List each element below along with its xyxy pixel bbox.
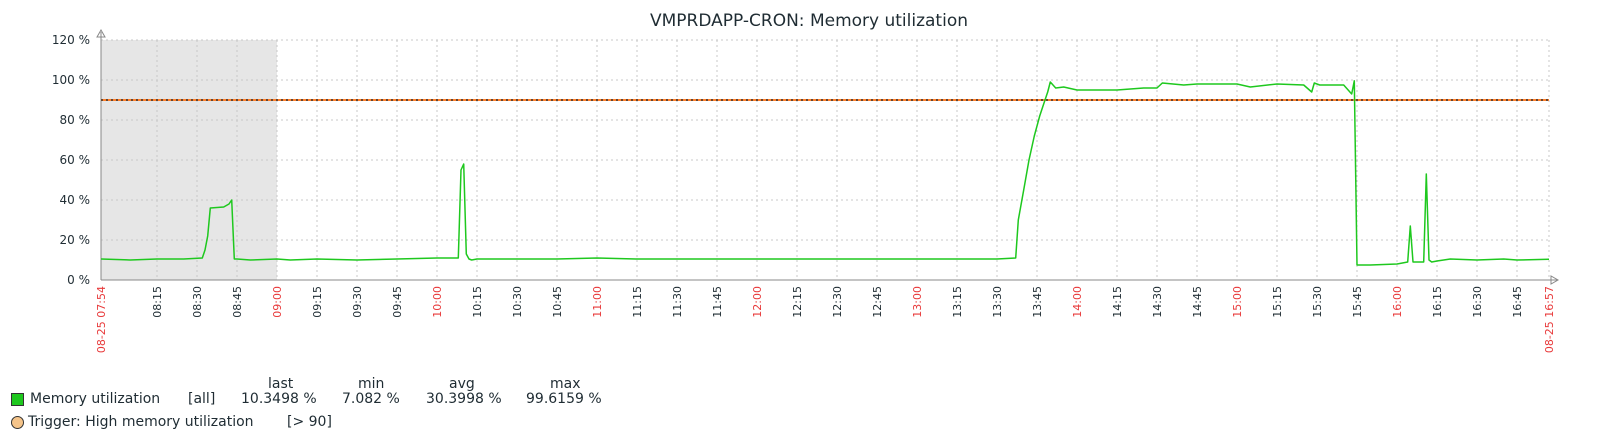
x-tick-label: 13:00: [911, 286, 924, 318]
x-tick-label: 14:45: [1191, 286, 1204, 318]
x-tick-label: 12:00: [751, 286, 764, 318]
x-tick-label: 16:00: [1391, 286, 1404, 318]
x-axis-ticks: 08:15 08:30 08:45 09:00 09:15 09:30 09:45 10:00…: [95, 286, 1556, 353]
legend-series-min: 7.082 %: [342, 391, 400, 407]
x-tick-label: 10:15: [471, 286, 484, 318]
x-tick-label: 13:30: [991, 286, 1004, 318]
x-tick-label: 15:15: [1271, 286, 1284, 318]
series-lines: [100, 80, 1550, 266]
x-tick-label: 15:00: [1231, 286, 1244, 318]
x-tick-label: 16:45: [1511, 286, 1524, 318]
y-tick-label: 40 %: [60, 193, 91, 207]
x-tick-label: 10:30: [511, 286, 524, 318]
x-tick-label: 09:30: [351, 286, 364, 318]
x-tick-label: 16:30: [1471, 286, 1484, 318]
x-tick-label: 15:45: [1351, 286, 1364, 318]
x-start-label: 08-25 07:54: [95, 286, 108, 353]
x-tick-label: 14:15: [1111, 286, 1124, 318]
x-tick-label: 09:15: [311, 286, 324, 318]
x-axis-arrow: [1550, 275, 1560, 285]
legend-header-max: max: [550, 376, 581, 392]
x-tick-label: 14:00: [1071, 286, 1084, 318]
x-tick-label: 08:45: [231, 286, 244, 318]
y-tick-label: 100 %: [52, 73, 90, 87]
x-tick-label: 09:45: [391, 286, 404, 318]
series-line-memory-utilization: [100, 80, 1550, 266]
y-tick-label: 60 %: [60, 153, 91, 167]
memory-utilization-chart: VMPRDAPP-CRON: Memory utilization 0 % 20 …: [52, 11, 1560, 353]
legend-series-last: 10.3498 %: [241, 391, 317, 407]
x-tick-label: 11:15: [631, 286, 644, 318]
legend-series-func: [all]: [188, 391, 216, 407]
grid-lines: [101, 39, 1550, 280]
x-tick-label: 10:45: [551, 286, 564, 318]
x-tick-label: 12:30: [831, 286, 844, 318]
legend-header-last: last: [268, 376, 294, 392]
legend-trigger-name: Trigger: High memory utilization: [28, 414, 254, 430]
chart-legend: last min avg max Memory utilization [all…: [0, 376, 640, 438]
chart-title: VMPRDAPP-CRON: Memory utilization: [650, 11, 968, 31]
x-tick-label: 12:45: [871, 286, 884, 318]
axes: [96, 28, 1560, 285]
x-end-label: 08-25 16:57: [1543, 286, 1556, 353]
y-tick-label: 80 %: [60, 113, 91, 127]
x-tick-label: 16:15: [1431, 286, 1444, 318]
x-tick-label: 15:30: [1311, 286, 1324, 318]
legend-swatch-memory: [11, 393, 24, 406]
x-tick-label: 13:45: [1031, 286, 1044, 318]
y-tick-label: 0 %: [67, 273, 90, 287]
legend-series-name: Memory utilization: [30, 391, 161, 407]
legend-swatch-trigger: [11, 416, 24, 429]
x-tick-label: 11:30: [671, 286, 684, 318]
y-tick-label: 20 %: [60, 233, 91, 247]
x-tick-label: 08:15: [151, 286, 164, 318]
x-tick-label: 10:00: [431, 286, 444, 318]
legend-series-max: 99.6159 %: [526, 391, 602, 407]
x-tick-label: 14:30: [1151, 286, 1164, 318]
legend-header-min: min: [358, 376, 385, 392]
x-tick-label: 09:00: [271, 286, 284, 318]
x-tick-label: 08:30: [191, 286, 204, 318]
y-axis-arrow: [96, 28, 106, 38]
y-axis-ticks: 0 % 20 % 40 % 60 % 80 % 100 % 120 %: [52, 33, 90, 287]
y-tick-label: 120 %: [52, 33, 90, 47]
x-tick-label: 12:15: [791, 286, 804, 318]
legend-series-avg: 30.3998 %: [426, 391, 502, 407]
x-tick-label: 11:45: [711, 286, 724, 318]
legend-header-avg: avg: [449, 376, 475, 392]
x-tick-label: 13:15: [951, 286, 964, 318]
x-tick-label: 11:00: [591, 286, 604, 318]
legend-trigger-condition: [> 90]: [287, 414, 332, 430]
